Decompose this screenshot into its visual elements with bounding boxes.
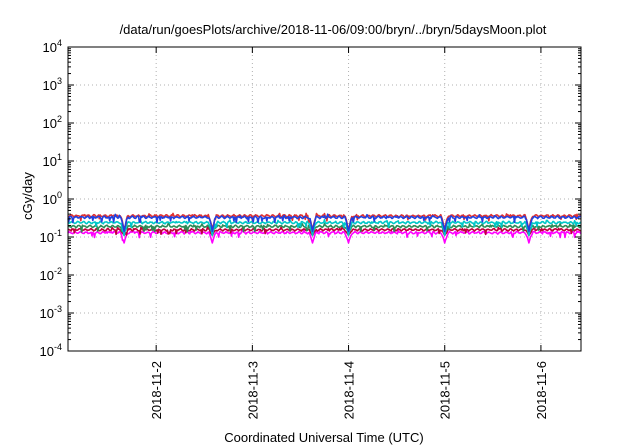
y-axis-title: cGy/day (20, 172, 35, 220)
y-tick-label: 10-2 (40, 266, 62, 283)
y-tick-label: 102 (43, 114, 62, 131)
x-tick-label: 2018-11-4 (342, 361, 357, 419)
series-line (67, 218, 582, 237)
x-axis-title: Coordinated Universal Time (UTC) (224, 430, 423, 445)
x-tick-label: 2018-11-3 (245, 361, 260, 419)
y-tick-exponent: -4 (54, 342, 62, 352)
y-tick-exponent: 1 (57, 152, 62, 162)
y-tick-base: 10 (43, 116, 57, 131)
x-tick-label: 2018-11-2 (149, 361, 164, 419)
grid-lines (68, 47, 581, 351)
x-tick-label: 2018-11-5 (438, 361, 453, 419)
y-tick-base: 10 (43, 192, 57, 207)
y-tick-exponent: 2 (57, 114, 62, 124)
y-tick-label: 10-1 (40, 228, 62, 245)
x-tick-labels: 2018-11-2 2018-11-3 2018-11-4 2018-11-5 2018… (149, 361, 549, 419)
y-tick-exponent: 0 (57, 190, 62, 200)
y-tick-base: 10 (43, 154, 57, 169)
x-tick-label: 2018-11-6 (534, 361, 549, 419)
series-layer (67, 212, 582, 244)
y-tick-base: 10 (40, 230, 54, 245)
y-tick-exponent: 3 (57, 76, 62, 86)
series-line (67, 229, 582, 244)
y-tick-exponent: -2 (54, 266, 62, 276)
y-tick-exponent: -1 (54, 228, 62, 238)
axis-ticks (68, 46, 581, 352)
y-tick-label: 10-3 (40, 304, 62, 321)
y-tick-exponent: 4 (57, 38, 62, 48)
y-tick-label: 103 (43, 76, 62, 93)
series-line (67, 213, 582, 233)
y-tick-base: 10 (40, 306, 54, 321)
y-tick-base: 10 (40, 344, 54, 359)
y-tick-label: 100 (43, 190, 62, 207)
y-tick-base: 10 (40, 268, 54, 283)
y-tick-label: 10-4 (40, 342, 62, 359)
y-tick-label: 101 (43, 152, 62, 169)
chart-title: /data/run/goesPlots/archive/2018-11-06/0… (120, 22, 547, 37)
y-tick-base: 10 (43, 40, 57, 55)
y-tick-exponent: -3 (54, 304, 62, 314)
y-tick-label: 104 (43, 38, 62, 55)
y-tick-base: 10 (43, 78, 57, 93)
